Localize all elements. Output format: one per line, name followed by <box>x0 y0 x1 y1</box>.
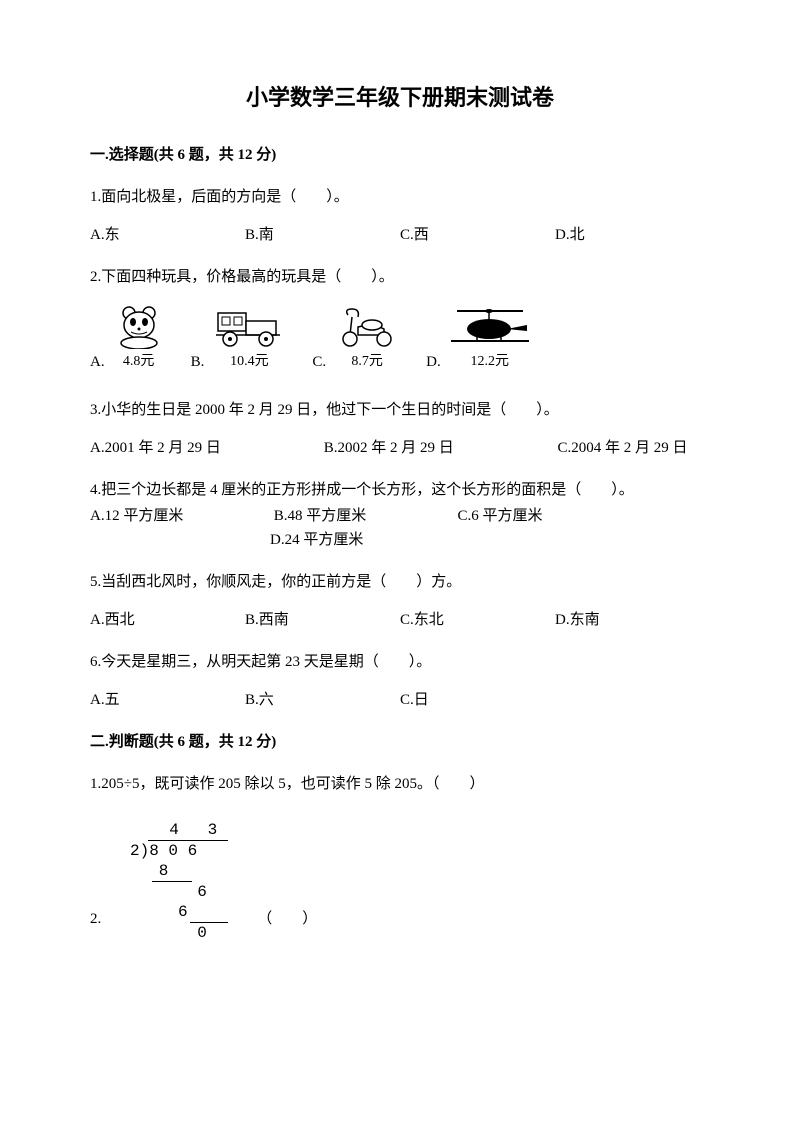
q3-text: 3.小华的生日是 2000 年 2 月 29 日，他过下一个生日的时间是（ ）。 <box>90 398 710 422</box>
q2-priceC: 8.7元 <box>351 351 383 373</box>
q3: 3.小华的生日是 2000 年 2 月 29 日，他过下一个生日的时间是（ ）。… <box>90 398 710 460</box>
q5-optA: A.西北 <box>90 608 245 632</box>
q1-optB: B.南 <box>245 223 400 247</box>
q6-optA: A.五 <box>90 688 245 712</box>
q1-optD: D.北 <box>555 223 710 247</box>
panda-icon <box>111 303 167 349</box>
q4: 4.把三个边长都是 4 厘米的正方形拼成一个长方形，这个长方形的面积是（ ）。 … <box>90 478 710 552</box>
q2-priceA: 4.8元 <box>123 351 155 373</box>
q2: 2.下面四种玩具，价格最高的玩具是（ ）。 A. 4.8元 B. <box>90 265 710 373</box>
q4-optB: B.48 平方厘米 <box>274 504 454 528</box>
q1: 1.面向北极星，后面的方向是（ ）。 A.东 B.南 C.西 D.北 <box>90 185 710 247</box>
q1-optA: A.东 <box>90 223 245 247</box>
q5: 5.当刮西北风时，你顺风走，你的正前方是（ ）方。 A.西北 B.西南 C.东北… <box>90 570 710 632</box>
q5-optC: C.东北 <box>400 608 555 632</box>
car-icon <box>210 303 288 349</box>
q5-optB: B.西南 <box>245 608 400 632</box>
q1-optC: C.西 <box>400 223 555 247</box>
scooter-icon <box>332 303 402 349</box>
q3-optC: C.2004 年 2 月 29 日 <box>558 440 688 456</box>
q3-optB: B.2002 年 2 月 29 日 <box>324 436 554 460</box>
q2-labelC: C. <box>312 350 326 374</box>
page-title: 小学数学三年级下册期末测试卷 <box>90 80 710 115</box>
helicopter-icon <box>447 303 533 349</box>
q4-text: 4.把三个边长都是 4 厘米的正方形拼成一个长方形，这个长方形的面积是（ ）。 <box>90 478 710 502</box>
q4-optD: D.24 平方厘米 <box>270 528 363 552</box>
section2-header: 二.判断题(共 6 题，共 12 分) <box>90 730 710 754</box>
section1-header: 一.选择题(共 6 题，共 12 分) <box>90 143 710 167</box>
q6-text: 6.今天是星期三，从明天起第 23 天是星期（ ）。 <box>90 650 710 674</box>
tf-q1: 1.205÷5，既可读作 205 除以 5，也可读作 5 除 205。（ ） <box>90 772 710 796</box>
tf-q2-paren: （ ） <box>257 907 317 931</box>
q3-optA: A.2001 年 2 月 29 日 <box>90 436 320 460</box>
q5-optD: D.东南 <box>555 608 710 632</box>
q5-text: 5.当刮西北风时，你顺风走，你的正前方是（ ）方。 <box>90 570 710 594</box>
q2-labelA: A. <box>90 350 105 374</box>
q6-optC: C.日 <box>400 688 555 712</box>
tf-q2-num: 2. <box>90 907 101 931</box>
q2-text: 2.下面四种玩具，价格最高的玩具是（ ）。 <box>90 265 710 289</box>
q2-labelD: D. <box>426 350 441 374</box>
q6-optB: B.六 <box>245 688 400 712</box>
q2-priceB: 10.4元 <box>230 351 269 373</box>
q6: 6.今天是星期三，从明天起第 23 天是星期（ ）。 A.五 B.六 C.日 <box>90 650 710 712</box>
q1-text: 1.面向北极星，后面的方向是（ ）。 <box>90 185 710 209</box>
q2-labelB: B. <box>191 350 205 374</box>
tf-q1-text: 1.205÷5，既可读作 205 除以 5，也可读作 5 除 205。（ ） <box>90 772 710 796</box>
q4-optA: A.12 平方厘米 <box>90 504 270 528</box>
q2-priceD: 12.2元 <box>470 351 509 373</box>
q4-optC: C.6 平方厘米 <box>458 508 543 524</box>
